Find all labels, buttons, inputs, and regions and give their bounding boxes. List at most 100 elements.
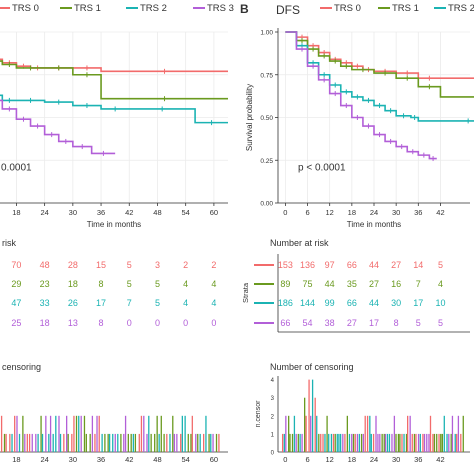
strata-label: Strata — [241, 282, 250, 303]
legend-label: TRS 0 — [334, 3, 361, 14]
risk-count: 25 — [11, 318, 21, 328]
risk-count: 28 — [68, 260, 78, 270]
y-tick-label: 0.75 — [260, 72, 273, 79]
legend-label: TRS 2 — [448, 3, 474, 14]
censor-title: censoring — [2, 362, 41, 372]
y-tick-label: 0.50 — [260, 115, 273, 122]
censor-y-tick: 4 — [271, 378, 275, 384]
risk-count: 4 — [438, 279, 443, 289]
p-value-annotation: p < 0.0001 — [298, 163, 346, 174]
risk-count: 66 — [347, 298, 357, 308]
censor-title: Number of censoring — [270, 362, 354, 372]
risk-count: 5 — [438, 260, 443, 270]
risk-count: 4 — [211, 279, 216, 289]
risk-count: 44 — [325, 279, 335, 289]
risk-count: 33 — [40, 298, 50, 308]
risk-count: 4 — [183, 298, 188, 308]
risk-count: 7 — [127, 298, 132, 308]
risk-count: 97 — [325, 260, 335, 270]
censor-x-tick-label: 42 — [436, 455, 444, 464]
risk-count: 4 — [211, 298, 216, 308]
risk-count: 27 — [347, 318, 357, 328]
risk-count: 29 — [11, 279, 21, 289]
risk-count: 5 — [416, 318, 421, 328]
risk-count: 47 — [11, 298, 21, 308]
risk-count: 2 — [211, 260, 216, 270]
risk-count: 16 — [391, 279, 401, 289]
censor-x-tick-label: 24 — [370, 455, 378, 464]
censor-x-tick-label: 18 — [348, 455, 356, 464]
risk-count: 35 — [347, 279, 357, 289]
panel-title: DFS — [276, 3, 300, 17]
risk-count: 5 — [438, 318, 443, 328]
y-tick-label: 0.00 — [260, 201, 273, 208]
x-tick-label: 36 — [414, 208, 422, 217]
km-curve — [0, 94, 228, 124]
y-tick-label: 0.25 — [260, 158, 273, 165]
risk-count: 14 — [413, 260, 423, 270]
risk-count: 26 — [68, 298, 78, 308]
x-tick-label: 18 — [348, 208, 356, 217]
x-axis-label: Time in months — [347, 220, 401, 229]
km-curve — [0, 58, 228, 73]
x-tick-label: 48 — [153, 208, 161, 217]
p-value-annotation: 0.0001 — [1, 163, 32, 174]
y-tick-label: 1.00 — [260, 30, 273, 37]
censor-x-tick-label: 36 — [97, 455, 105, 464]
censor-x-tick-label: 30 — [392, 455, 400, 464]
risk-count: 8 — [99, 318, 104, 328]
risk-count: 5 — [127, 260, 132, 270]
risk-count: 27 — [369, 279, 379, 289]
risk-count: 13 — [68, 318, 78, 328]
panel-label-b: B — [240, 2, 249, 16]
x-tick-label: 42 — [125, 208, 133, 217]
censor-x-tick-label: 6 — [305, 455, 309, 464]
risk-count: 7 — [416, 279, 421, 289]
risk-count: 27 — [391, 260, 401, 270]
km-curve — [285, 31, 474, 98]
risk-count: 48 — [40, 260, 50, 270]
censor-y-tick: 2 — [271, 414, 275, 420]
risk-count: 44 — [369, 298, 379, 308]
risk-count: 0 — [211, 318, 216, 328]
x-tick-label: 24 — [40, 208, 48, 217]
risk-count: 8 — [99, 279, 104, 289]
legend-label: TRS 1 — [74, 3, 101, 14]
legend-label: TRS 3 — [207, 3, 234, 14]
risk-count: 10 — [435, 298, 445, 308]
risk-count: 38 — [325, 318, 335, 328]
censor-x-tick-label: 42 — [125, 455, 133, 464]
risk-count: 3 — [155, 260, 160, 270]
risk-count: 54 — [303, 318, 313, 328]
x-tick-label: 30 — [69, 208, 77, 217]
censor-x-tick-label: 18 — [12, 455, 20, 464]
x-tick-label: 60 — [210, 208, 218, 217]
censor-x-tick-label: 60 — [210, 455, 218, 464]
km-curve — [0, 99, 116, 155]
risk-count: 23 — [40, 279, 50, 289]
x-tick-label: 6 — [305, 208, 309, 217]
risk-count: 17 — [369, 318, 379, 328]
risk-count: 5 — [127, 279, 132, 289]
km-curve — [285, 31, 437, 160]
legend-label: TRS 1 — [392, 3, 419, 14]
censor-x-tick-label: 24 — [40, 455, 48, 464]
risk-count: 5 — [155, 298, 160, 308]
risk-count: 153 — [278, 260, 293, 270]
risk-count: 75 — [303, 279, 313, 289]
x-tick-label: 54 — [182, 208, 190, 217]
censor-y-tick: 1 — [271, 432, 275, 438]
risk-count: 5 — [155, 279, 160, 289]
risk-count: 0 — [183, 318, 188, 328]
risk-count: 30 — [391, 298, 401, 308]
risk-count: 0 — [155, 318, 160, 328]
risk-table-title: risk — [2, 238, 16, 248]
censor-y-tick: 3 — [271, 396, 275, 402]
km-curve — [0, 60, 228, 100]
risk-count: 18 — [68, 279, 78, 289]
risk-count: 17 — [96, 298, 106, 308]
risk-count: 89 — [280, 279, 290, 289]
x-tick-label: 0 — [283, 208, 287, 217]
risk-count: 144 — [300, 298, 315, 308]
